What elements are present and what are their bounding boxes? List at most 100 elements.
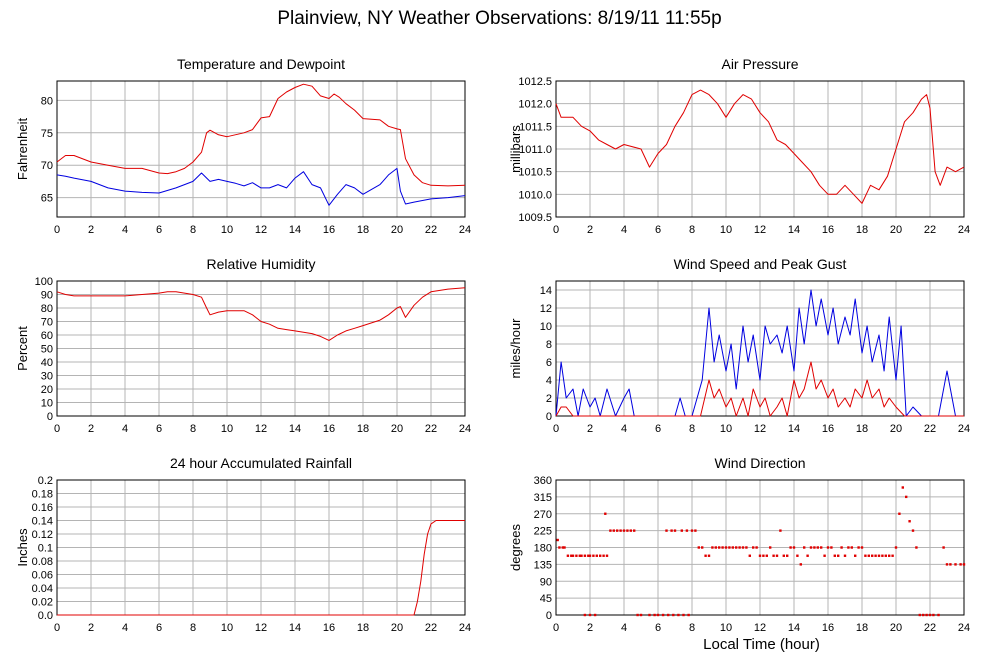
y-tick-label: 75 bbox=[41, 128, 53, 140]
data-point bbox=[656, 613, 660, 617]
data-point bbox=[871, 554, 874, 557]
data-point bbox=[697, 546, 700, 549]
data-point bbox=[561, 546, 564, 549]
y-tick-label: 20 bbox=[41, 384, 53, 396]
y-tick-label: 135 bbox=[534, 559, 552, 571]
data-point bbox=[571, 554, 575, 557]
data-point bbox=[580, 554, 583, 557]
data-point bbox=[563, 546, 566, 549]
y-tick-label: 270 bbox=[534, 509, 552, 521]
data-point bbox=[711, 546, 714, 549]
data-point bbox=[587, 554, 590, 557]
data-point bbox=[894, 546, 898, 549]
series-line-0 bbox=[555, 289, 964, 417]
data-point bbox=[908, 520, 911, 523]
data-point bbox=[592, 554, 595, 557]
data-point bbox=[891, 554, 894, 557]
chart-title: Air Pressure bbox=[721, 56, 798, 72]
plot-frame bbox=[555, 80, 965, 218]
y-tick-label: 1011.0 bbox=[519, 144, 552, 156]
data-point bbox=[905, 495, 908, 499]
x-tick-label: 6 bbox=[655, 423, 661, 435]
x-tick-label: 16 bbox=[323, 622, 335, 634]
y-tick-label: 45 bbox=[540, 593, 552, 605]
x-tick-label: 2 bbox=[587, 622, 593, 634]
x-tick-label: 0 bbox=[54, 423, 60, 435]
y-tick-label: 50 bbox=[41, 344, 53, 356]
x-tick-label: 20 bbox=[391, 622, 403, 634]
data-point bbox=[884, 554, 887, 557]
data-point bbox=[704, 554, 707, 557]
data-point bbox=[558, 546, 561, 549]
data-point bbox=[874, 554, 877, 557]
data-point bbox=[612, 529, 615, 532]
data-point bbox=[752, 546, 755, 549]
x-tick-label: 12 bbox=[754, 622, 766, 634]
data-point bbox=[803, 546, 806, 549]
data-point bbox=[937, 613, 940, 617]
y-tick-label: 1011.5 bbox=[519, 121, 552, 133]
y-tick-label: 0.0 bbox=[38, 610, 53, 622]
series-line-0 bbox=[56, 287, 466, 341]
data-point bbox=[942, 546, 945, 549]
y-tick-label: 14 bbox=[540, 285, 552, 297]
data-point bbox=[837, 554, 840, 557]
data-point bbox=[925, 613, 928, 617]
x-tick-label: 6 bbox=[156, 622, 162, 634]
data-point bbox=[735, 546, 738, 549]
page-title: Plainview, NY Weather Observations: 8/19… bbox=[277, 8, 722, 29]
data-point bbox=[881, 554, 884, 557]
data-point bbox=[806, 554, 809, 557]
x-tick-label: 6 bbox=[655, 622, 661, 634]
x-tick-label: 4 bbox=[122, 224, 128, 236]
y-tick-label: 1012.0 bbox=[518, 99, 552, 111]
x-tick-label: 20 bbox=[890, 622, 902, 634]
x-tick-label: 16 bbox=[822, 423, 834, 435]
x-tick-label: 18 bbox=[856, 423, 868, 435]
data-point bbox=[911, 529, 915, 532]
x-tick-label: 10 bbox=[221, 423, 233, 435]
y-tick-label: 90 bbox=[41, 290, 53, 302]
data-point bbox=[748, 554, 751, 557]
data-point bbox=[636, 613, 639, 617]
series-line-0 bbox=[56, 83, 466, 187]
y-tick-label: 60 bbox=[41, 330, 53, 342]
x-tick-label: 24 bbox=[958, 622, 970, 634]
data-point bbox=[758, 554, 762, 557]
data-point bbox=[901, 486, 904, 489]
plot-frame bbox=[555, 280, 965, 417]
y-tick-label: 315 bbox=[534, 492, 552, 504]
data-point bbox=[605, 554, 609, 557]
data-point bbox=[826, 546, 830, 549]
x-tick-label: 14 bbox=[788, 622, 800, 634]
x-tick-label: 22 bbox=[924, 423, 936, 435]
y-tick-label: 1012.5 bbox=[518, 76, 552, 88]
y-tick-label: 2 bbox=[546, 393, 552, 405]
data-point bbox=[685, 529, 689, 532]
x-tick-label: 8 bbox=[689, 622, 695, 634]
data-point bbox=[877, 554, 881, 557]
data-point bbox=[616, 529, 619, 532]
x-tick-label: 20 bbox=[391, 224, 403, 236]
y-tick-label: 40 bbox=[41, 357, 53, 369]
data-point bbox=[622, 529, 626, 532]
y-tick-label: 10 bbox=[540, 321, 552, 333]
x-tick-label: 2 bbox=[88, 423, 94, 435]
data-point bbox=[599, 554, 602, 557]
data-point bbox=[670, 529, 673, 532]
chart-title: Relative Humidity bbox=[207, 256, 316, 272]
y-tick-label: 1009.5 bbox=[518, 212, 552, 224]
data-point bbox=[583, 613, 587, 617]
y-tick-label: 180 bbox=[534, 543, 552, 555]
series-line-1 bbox=[56, 167, 466, 206]
x-tick-label: 0 bbox=[553, 622, 559, 634]
data-point bbox=[687, 613, 690, 617]
data-point bbox=[694, 529, 697, 532]
series-line-1 bbox=[555, 361, 964, 417]
x-tick-label: 12 bbox=[754, 423, 766, 435]
data-point bbox=[690, 529, 694, 532]
data-point bbox=[915, 546, 918, 549]
data-point bbox=[775, 554, 779, 557]
data-point bbox=[779, 529, 782, 532]
